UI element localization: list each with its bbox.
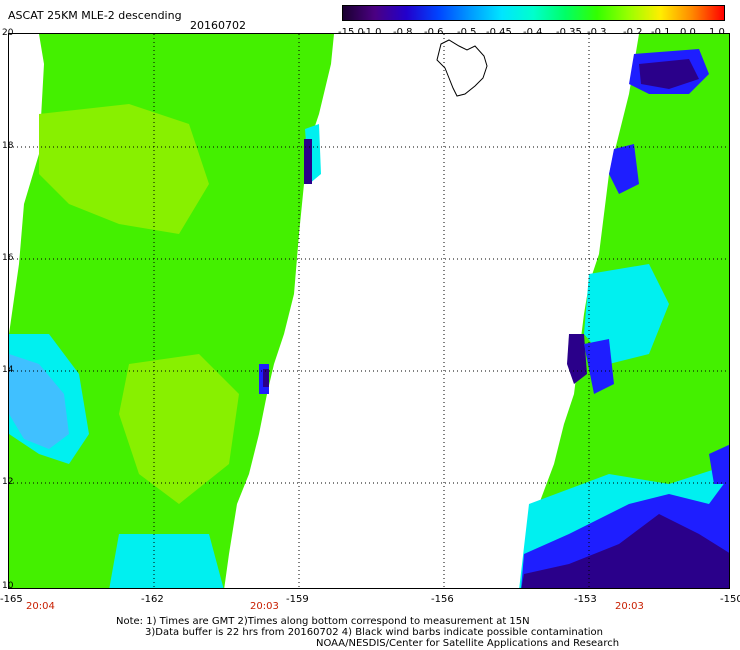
scatterometer-map — [8, 33, 730, 589]
latitude-label: 10 — [2, 581, 14, 591]
longitude-label: -156 — [431, 594, 454, 605]
color-scale-label: -0.45 — [486, 27, 512, 39]
right-swath-cyan-patch — [584, 264, 669, 364]
color-scale-label: -0.6 — [424, 27, 444, 39]
left-swath-yellowgreen-patch-2 — [119, 354, 239, 504]
left-swath-yellowgreen-patch — [39, 104, 209, 234]
right-swath-navy-bottom — [521, 514, 729, 588]
right-swath-blue-mid — [609, 144, 639, 194]
lat-lon-grid — [9, 34, 729, 588]
island-outline — [436, 39, 488, 97]
latitude-label: 20 — [2, 28, 14, 38]
product-date: 20160702 — [190, 19, 246, 32]
right-swath-navy-top — [639, 59, 699, 89]
color-scale-label: -0.2 — [623, 27, 643, 39]
color-scale-label: -1.0 — [362, 27, 382, 39]
left-swath-navy-spot-2 — [263, 369, 269, 387]
longitude-label: -165 — [0, 594, 23, 605]
longitude-label: -159 — [286, 594, 309, 605]
color-scale-label: 0.0 — [680, 27, 696, 39]
note-line-1: Note: 1) Times are GMT 2)Times along bot… — [116, 616, 530, 627]
color-scale-label: -0.4 — [523, 27, 543, 39]
time-label: 20:03 — [250, 601, 279, 612]
right-swath-blue-right — [709, 444, 729, 484]
latitude-label: 14 — [2, 365, 14, 375]
note-line-2: 3)Data buffer is 22 hrs from 20160702 4)… — [145, 627, 603, 638]
color-scale-label: -0.5 — [457, 27, 477, 39]
color-scale-label: -0.1 — [651, 27, 671, 39]
color-scale-label: -15.0 — [338, 27, 364, 39]
left-swath-lightblue-patch — [9, 354, 69, 449]
color-scale-label: -0.35 — [556, 27, 582, 39]
color-scale-label: -0.8 — [393, 27, 413, 39]
latitude-label: 16 — [2, 253, 14, 263]
longitude-label: -153 — [574, 594, 597, 605]
latitude-label: 12 — [2, 477, 14, 487]
left-swath-navy-spot — [304, 139, 312, 184]
color-scale-label: -0.3 — [587, 27, 607, 39]
color-scale-label: 1.0 — [709, 27, 725, 39]
longitude-label: -150 — [720, 594, 740, 605]
longitude-label: -162 — [141, 594, 164, 605]
right-swath-blue-mid-2 — [584, 339, 614, 394]
latitude-label: 18 — [2, 141, 14, 151]
note-line-3: NOAA/NESDIS/Center for Satellite Applica… — [316, 638, 620, 649]
product-title: ASCAT 25KM MLE-2 descending — [8, 9, 182, 22]
left-swath-cyan-bottom — [109, 534, 224, 588]
time-label: 20:03 — [615, 601, 644, 612]
color-scale-bar — [342, 5, 725, 21]
map-canvas — [9, 34, 729, 588]
time-label: 20:04 — [26, 601, 55, 612]
left-swath — [9, 34, 334, 588]
right-swath — [519, 34, 729, 588]
